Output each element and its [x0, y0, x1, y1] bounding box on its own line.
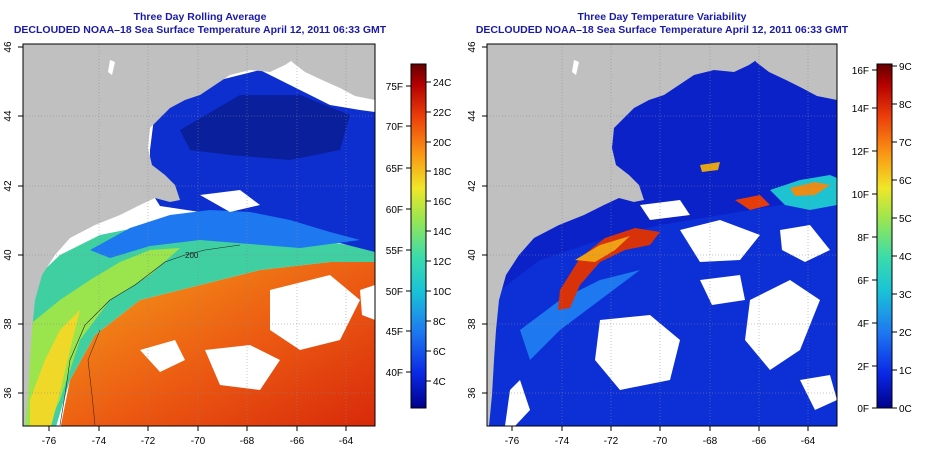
right-colorbar-c-label: 6C — [899, 176, 912, 187]
left-colorbar-c-label: 22C — [433, 108, 451, 119]
left-colorbar-f-label: 65F — [386, 164, 403, 175]
left-colorbar-c-label: 18C — [433, 167, 451, 178]
landmass — [23, 44, 375, 426]
right-y-tick: 44 — [467, 110, 478, 122]
right-x-tick: -66 — [752, 436, 767, 447]
contour-depth-label: 200 — [185, 251, 199, 260]
right-x-tick: -76 — [505, 436, 520, 447]
left-colorbar-c-label: 14C — [433, 227, 451, 238]
right-map-title: Three Day Temperature Variability — [577, 11, 747, 23]
left-colorbar-f-label: 60F — [386, 205, 403, 216]
right-x-tick: -70 — [653, 436, 668, 447]
right-colorbar-f-label: 12F — [852, 147, 869, 158]
left-x-tick: -72 — [141, 436, 156, 447]
left-map-plot — [23, 44, 375, 426]
left-map-subtitle: DECLOUDED NOAA–18 Sea Surface Temperatur… — [13, 24, 387, 36]
right-y-tick: 36 — [467, 387, 478, 399]
left-x-tick: -66 — [290, 436, 305, 447]
left-colorbar-c-label: 10C — [433, 287, 451, 298]
left-colorbar-f-label: 55F — [386, 246, 403, 257]
right-colorbar-f-label: 14F — [852, 104, 869, 115]
left-colorbar-c-label: 6C — [433, 347, 446, 358]
right-colorbar-c-label: 5C — [899, 214, 912, 225]
right-map-plot — [487, 44, 837, 426]
right-x-tick: -64 — [801, 436, 816, 447]
right-colorbar-c-label: 9C — [899, 62, 912, 73]
right-colorbar-c-label: 0C — [899, 404, 912, 415]
left-x-tick: -76 — [42, 436, 57, 447]
left-y-tick: 46 — [3, 41, 14, 53]
right-colorbar-f-label: 16F — [852, 66, 869, 77]
right-colorbar-f-label: 2F — [857, 362, 869, 373]
right-y-axis — [482, 46, 487, 394]
left-colorbar-c-label: 8C — [433, 317, 446, 328]
left-x-axis — [48, 426, 347, 431]
left-y-tick: 40 — [3, 249, 14, 261]
right-x-tick: -72 — [604, 436, 619, 447]
left-x-tick: -74 — [92, 436, 107, 447]
left-y-tick: 44 — [3, 110, 14, 122]
left-colorbar-c-label: 16C — [433, 197, 451, 208]
left-map-frame — [22, 43, 376, 427]
left-x-tick: -64 — [339, 436, 354, 447]
left-y-tick: 36 — [3, 387, 14, 399]
left-map-title: Three Day Rolling Average — [133, 11, 267, 23]
right-y-tick: 38 — [467, 318, 478, 330]
left-colorbar-f-label: 70F — [386, 122, 403, 133]
left-colorbar-c-label: 24C — [433, 78, 451, 89]
right-map-subtitle: DECLOUDED NOAA–18 Sea Surface Temperatur… — [475, 24, 849, 36]
left-y-tick: 38 — [3, 318, 14, 330]
right-colorbar-c-label: 4C — [899, 252, 912, 263]
right-colorbar-c-label: 7C — [899, 138, 912, 149]
left-colorbar-f-label: 50F — [386, 287, 403, 298]
right-y-tick: 46 — [467, 41, 478, 53]
left-colorbar-f-label: 75F — [386, 82, 403, 93]
right-colorbar-f-label: 8F — [857, 233, 869, 244]
right-colorbar-f-label: 10F — [852, 190, 869, 201]
right-colorbar-c-label: 8C — [899, 100, 912, 111]
right-colorbar-f-label: 6F — [857, 276, 869, 287]
right-x-tick: -74 — [555, 436, 570, 447]
right-colorbar-c-label: 3C — [899, 290, 912, 301]
right-colorbar-c-label: 1C — [899, 366, 912, 377]
left-colorbar-f-label: 45F — [386, 327, 403, 338]
left-colorbar — [410, 63, 427, 409]
left-x-tick: -68 — [240, 436, 255, 447]
right-y-tick: 40 — [467, 249, 478, 261]
right-x-tick: -68 — [703, 436, 718, 447]
right-colorbar-f-label: 4F — [857, 319, 869, 330]
right-colorbar-c-label: 2C — [899, 328, 912, 339]
right-y-tick: 42 — [467, 180, 478, 192]
right-colorbar — [876, 63, 893, 409]
left-y-tick: 42 — [3, 180, 14, 192]
left-colorbar-f-label: 40F — [386, 368, 403, 379]
left-colorbar-c-label: 12C — [433, 257, 451, 268]
right-colorbar-f-label: 0F — [857, 404, 869, 415]
right-x-axis — [511, 426, 809, 431]
left-colorbar-c-label: 20C — [433, 138, 451, 149]
right-map-frame — [486, 43, 838, 427]
left-y-axis — [18, 46, 23, 394]
left-colorbar-c-label: 4C — [433, 377, 446, 388]
left-x-tick: -70 — [191, 436, 206, 447]
